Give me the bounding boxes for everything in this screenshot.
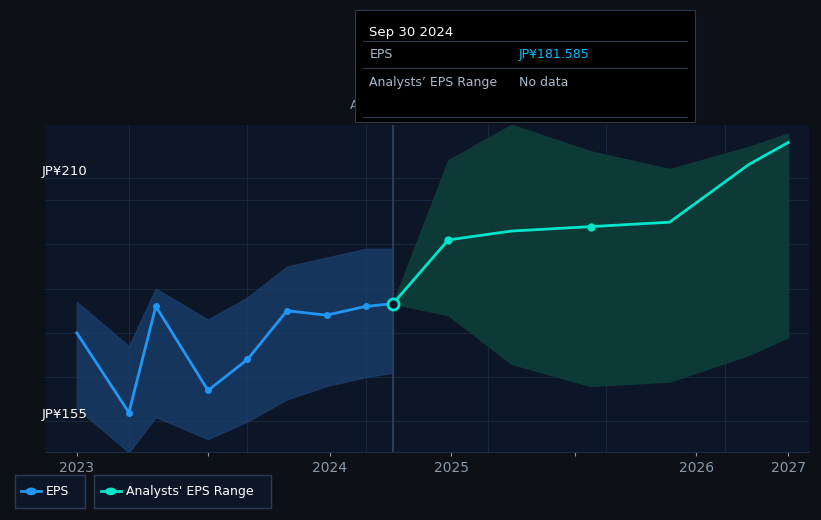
Text: Analysts Forecasts: Analysts Forecasts (397, 99, 513, 112)
Text: JP¥181.585: JP¥181.585 (519, 48, 589, 61)
Text: EPS: EPS (369, 48, 392, 61)
Text: JP¥210: JP¥210 (41, 165, 87, 178)
Text: Analysts' EPS Range: Analysts' EPS Range (126, 485, 253, 498)
Text: JP¥155: JP¥155 (41, 408, 87, 421)
Text: Sep 30 2024: Sep 30 2024 (369, 26, 454, 39)
Text: EPS: EPS (46, 485, 69, 498)
Text: Analysts’ EPS Range: Analysts’ EPS Range (369, 76, 498, 89)
Text: Actual: Actual (350, 99, 389, 112)
Text: No data: No data (519, 76, 568, 89)
